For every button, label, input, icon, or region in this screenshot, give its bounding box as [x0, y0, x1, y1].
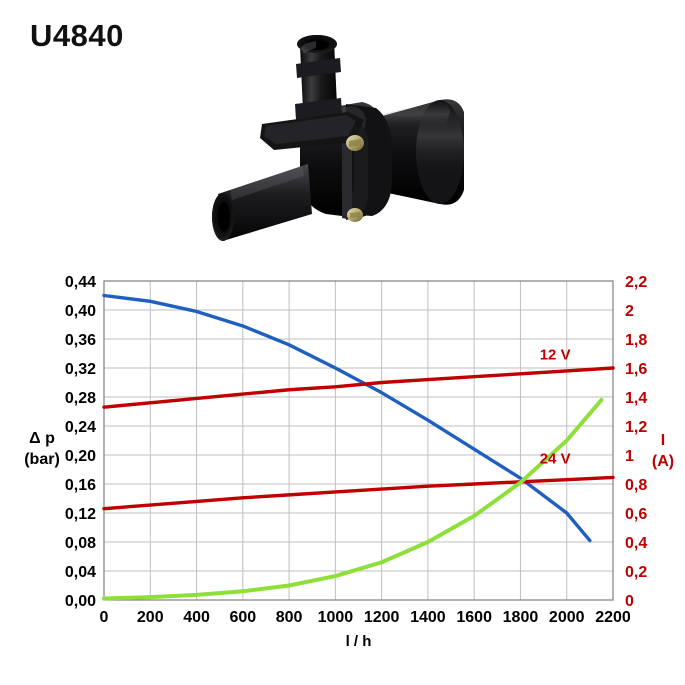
series-current-12v — [102, 366, 615, 409]
y-tick-label-left: 0,28 — [65, 390, 96, 407]
y-tick-label-right: 0,4 — [625, 535, 647, 552]
pump-outlet-port-side — [212, 164, 312, 241]
y-axis-right-title-line1: I — [661, 432, 665, 449]
y-tick-label-left: 0,08 — [65, 535, 96, 552]
x-axis-labels: 0 200 400 600 800 1000 1200 1400 1600 1800 2000 220… — [100, 609, 631, 626]
x-tick-label: 400 — [183, 609, 210, 626]
y-axis-right-title-line2: (A) — [652, 453, 674, 470]
product-photo — [196, 8, 496, 260]
y-tick-label-left: 0,24 — [65, 419, 96, 436]
series-group — [102, 293, 615, 601]
x-tick-label: 1000 — [318, 609, 354, 626]
y-axis-right-labels: 0 0,2 0,4 0,6 0,8 1 1,2 1,4 1,6 1,8 2 2,2 — [625, 274, 647, 610]
y-tick-label-left: 0,40 — [65, 303, 96, 320]
y-tick-label-left: 0,04 — [65, 564, 96, 581]
plot-frame — [103, 280, 614, 601]
pump-mounting-flange — [260, 112, 364, 150]
y-tick-label-right: 2,2 — [625, 274, 647, 291]
series-current-green — [102, 397, 604, 601]
series-current-24v — [102, 475, 615, 511]
y-tick-label-left: 0,00 — [65, 593, 96, 610]
x-tick-label: 0 — [100, 609, 109, 626]
y-tick-label-left: 0,16 — [65, 477, 96, 494]
y-tick-label-right: 1,6 — [625, 361, 647, 378]
x-tick-label: 1400 — [410, 609, 446, 626]
y-axis-left-labels: 0,00 0,04 0,08 0,12 0,16 0,20 0,24 0,28 0,32 0,36… — [65, 274, 96, 610]
x-tick-label: 2000 — [549, 609, 585, 626]
y-tick-label-right: 0,2 — [625, 564, 647, 581]
y-tick-label-left: 0,12 — [65, 506, 96, 523]
x-tick-label: 600 — [229, 609, 256, 626]
x-axis-title: l / h — [346, 633, 372, 650]
y-tick-label-left: 0,36 — [65, 332, 96, 349]
pump-screw-upper — [346, 135, 364, 151]
y-tick-label-right: 0,6 — [625, 506, 647, 523]
page-title: U4840 — [30, 18, 124, 53]
pump-screw-lower — [347, 208, 363, 222]
annotation-label-12v: 12 V — [540, 346, 571, 363]
y-tick-label-left: 0,32 — [65, 361, 96, 378]
y-axis-left-title-line2: (bar) — [24, 451, 60, 468]
y-tick-label-left: 0,44 — [65, 274, 96, 291]
y-tick-label-right: 2 — [625, 303, 634, 320]
pump-inlet-port-top — [295, 35, 342, 132]
x-tick-label: 1200 — [364, 609, 400, 626]
y-tick-label-right: 1,2 — [625, 419, 647, 436]
annotation-label-24v: 24 V — [540, 451, 571, 468]
y-axis-left-title-line1: Δ p — [29, 430, 55, 447]
x-tick-label: 2200 — [595, 609, 631, 626]
x-tick-label: 1600 — [456, 609, 492, 626]
y-tick-label-right: 1 — [625, 448, 634, 465]
x-tick-label: 800 — [276, 609, 303, 626]
curve-annotations: 12 V 24 V — [540, 346, 571, 467]
performance-chart: 0 200 400 600 800 1000 1200 1400 1600 1800 2000 220… — [0, 262, 685, 662]
y-tick-label-left: 0,20 — [65, 448, 96, 465]
y-tick-label-right: 0,8 — [625, 477, 647, 494]
y-tick-label-right: 1,4 — [625, 390, 647, 407]
plot-background — [104, 281, 613, 600]
x-tick-label: 200 — [137, 609, 164, 626]
y-tick-label-right: 1,8 — [625, 332, 647, 349]
x-tick-label: 1800 — [503, 609, 539, 626]
y-tick-label-right: 0 — [625, 593, 634, 610]
series-pressure-12v — [102, 293, 592, 543]
